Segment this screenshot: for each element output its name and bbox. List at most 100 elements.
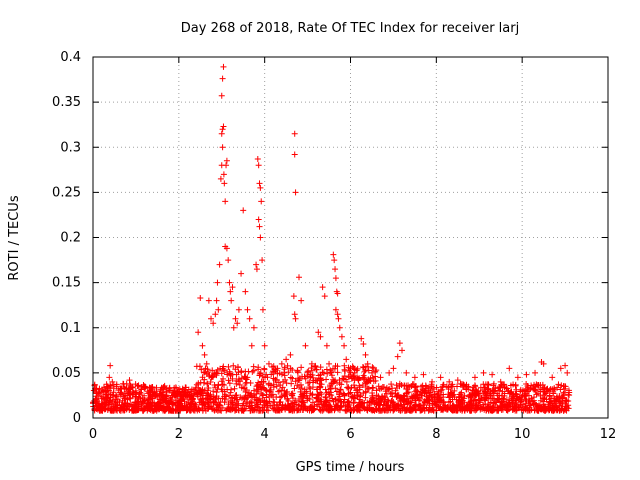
band-point bbox=[298, 402, 305, 409]
band-point bbox=[215, 382, 222, 389]
band-point bbox=[306, 384, 313, 391]
band-point bbox=[433, 402, 440, 409]
band-point bbox=[379, 405, 386, 412]
band-point bbox=[335, 397, 342, 404]
band-point bbox=[495, 396, 502, 403]
band-point bbox=[380, 406, 387, 413]
band-point bbox=[359, 364, 366, 371]
data-point bbox=[98, 395, 105, 402]
band-point bbox=[288, 400, 295, 407]
band-point bbox=[328, 380, 335, 387]
band-point bbox=[320, 369, 327, 376]
band-point bbox=[327, 385, 334, 392]
y-tick-label: 0.4 bbox=[60, 50, 81, 65]
band-point bbox=[226, 380, 233, 387]
band-point bbox=[158, 403, 165, 410]
band-point bbox=[298, 385, 305, 392]
data-point bbox=[219, 144, 226, 151]
band-point bbox=[292, 378, 299, 385]
data-point bbox=[254, 155, 261, 162]
data-point bbox=[347, 365, 354, 372]
band-point bbox=[233, 377, 240, 384]
band-point bbox=[121, 401, 128, 408]
band-point bbox=[364, 406, 371, 413]
band-point bbox=[379, 393, 386, 400]
band-point bbox=[531, 400, 538, 407]
band-point bbox=[114, 396, 121, 403]
band-point bbox=[339, 375, 346, 382]
data-point bbox=[246, 315, 253, 322]
y-axis-ticks: 0 0.05 0.1 0.15 0.2 0.25 0.3 0.35 0.4 bbox=[52, 50, 608, 426]
band-point bbox=[325, 402, 332, 409]
band-point bbox=[253, 383, 260, 390]
band-point bbox=[317, 398, 324, 405]
band-point bbox=[431, 394, 438, 401]
band-point bbox=[350, 399, 357, 406]
data-point bbox=[219, 126, 226, 133]
data-point bbox=[360, 340, 367, 347]
band-point bbox=[221, 399, 228, 406]
band-point bbox=[402, 406, 409, 413]
band-point bbox=[244, 374, 251, 381]
band-point bbox=[382, 388, 389, 395]
x-axis-ticks: 0 2 4 6 8 10 12 bbox=[89, 57, 616, 442]
band-point bbox=[378, 385, 385, 392]
data-point bbox=[215, 306, 222, 313]
data-point bbox=[298, 297, 305, 304]
band-point bbox=[503, 384, 510, 391]
band-point bbox=[271, 405, 278, 412]
band-point bbox=[178, 396, 185, 403]
band-point bbox=[487, 390, 494, 397]
data-point bbox=[335, 315, 342, 322]
y-tick-label: 0.3 bbox=[60, 140, 81, 155]
data-point bbox=[213, 297, 220, 304]
data-point bbox=[256, 180, 263, 187]
data-point bbox=[429, 378, 436, 385]
band-point bbox=[248, 402, 255, 409]
data-point bbox=[244, 306, 251, 313]
band-point bbox=[484, 404, 491, 411]
band-point bbox=[407, 399, 414, 406]
band-point bbox=[105, 399, 112, 406]
band-point bbox=[209, 367, 216, 374]
band-point bbox=[314, 377, 321, 384]
band-point bbox=[386, 385, 393, 392]
band-point bbox=[107, 407, 114, 414]
data-point bbox=[109, 378, 116, 385]
band-point bbox=[388, 381, 395, 388]
data-point bbox=[319, 284, 326, 291]
band-point bbox=[415, 397, 422, 404]
band-point bbox=[313, 377, 320, 384]
band-point bbox=[234, 363, 241, 370]
band-point bbox=[438, 397, 445, 404]
band-point bbox=[275, 406, 282, 413]
band-point bbox=[199, 395, 206, 402]
data-point bbox=[150, 389, 157, 396]
band-point bbox=[289, 392, 296, 399]
band-point bbox=[496, 395, 503, 402]
band-point bbox=[297, 381, 304, 388]
band-point bbox=[135, 399, 142, 406]
band-point bbox=[427, 406, 434, 413]
band-point bbox=[464, 406, 471, 413]
band-point bbox=[522, 387, 529, 394]
band-point bbox=[107, 391, 114, 398]
data-point bbox=[253, 266, 260, 273]
band-point bbox=[379, 384, 386, 391]
band-point bbox=[306, 407, 313, 414]
band-point bbox=[558, 397, 565, 404]
band-point bbox=[341, 392, 348, 399]
band-point bbox=[351, 382, 358, 389]
data-point bbox=[259, 306, 266, 313]
band-point bbox=[215, 395, 222, 402]
band-point bbox=[212, 384, 219, 391]
band-point bbox=[167, 407, 174, 414]
data-point bbox=[290, 293, 297, 300]
band-point bbox=[452, 407, 459, 414]
data-point bbox=[296, 274, 302, 281]
band-point bbox=[344, 406, 351, 413]
band-point bbox=[224, 386, 231, 393]
band-point bbox=[307, 403, 314, 410]
band-point bbox=[561, 383, 568, 390]
band-point bbox=[238, 369, 245, 376]
